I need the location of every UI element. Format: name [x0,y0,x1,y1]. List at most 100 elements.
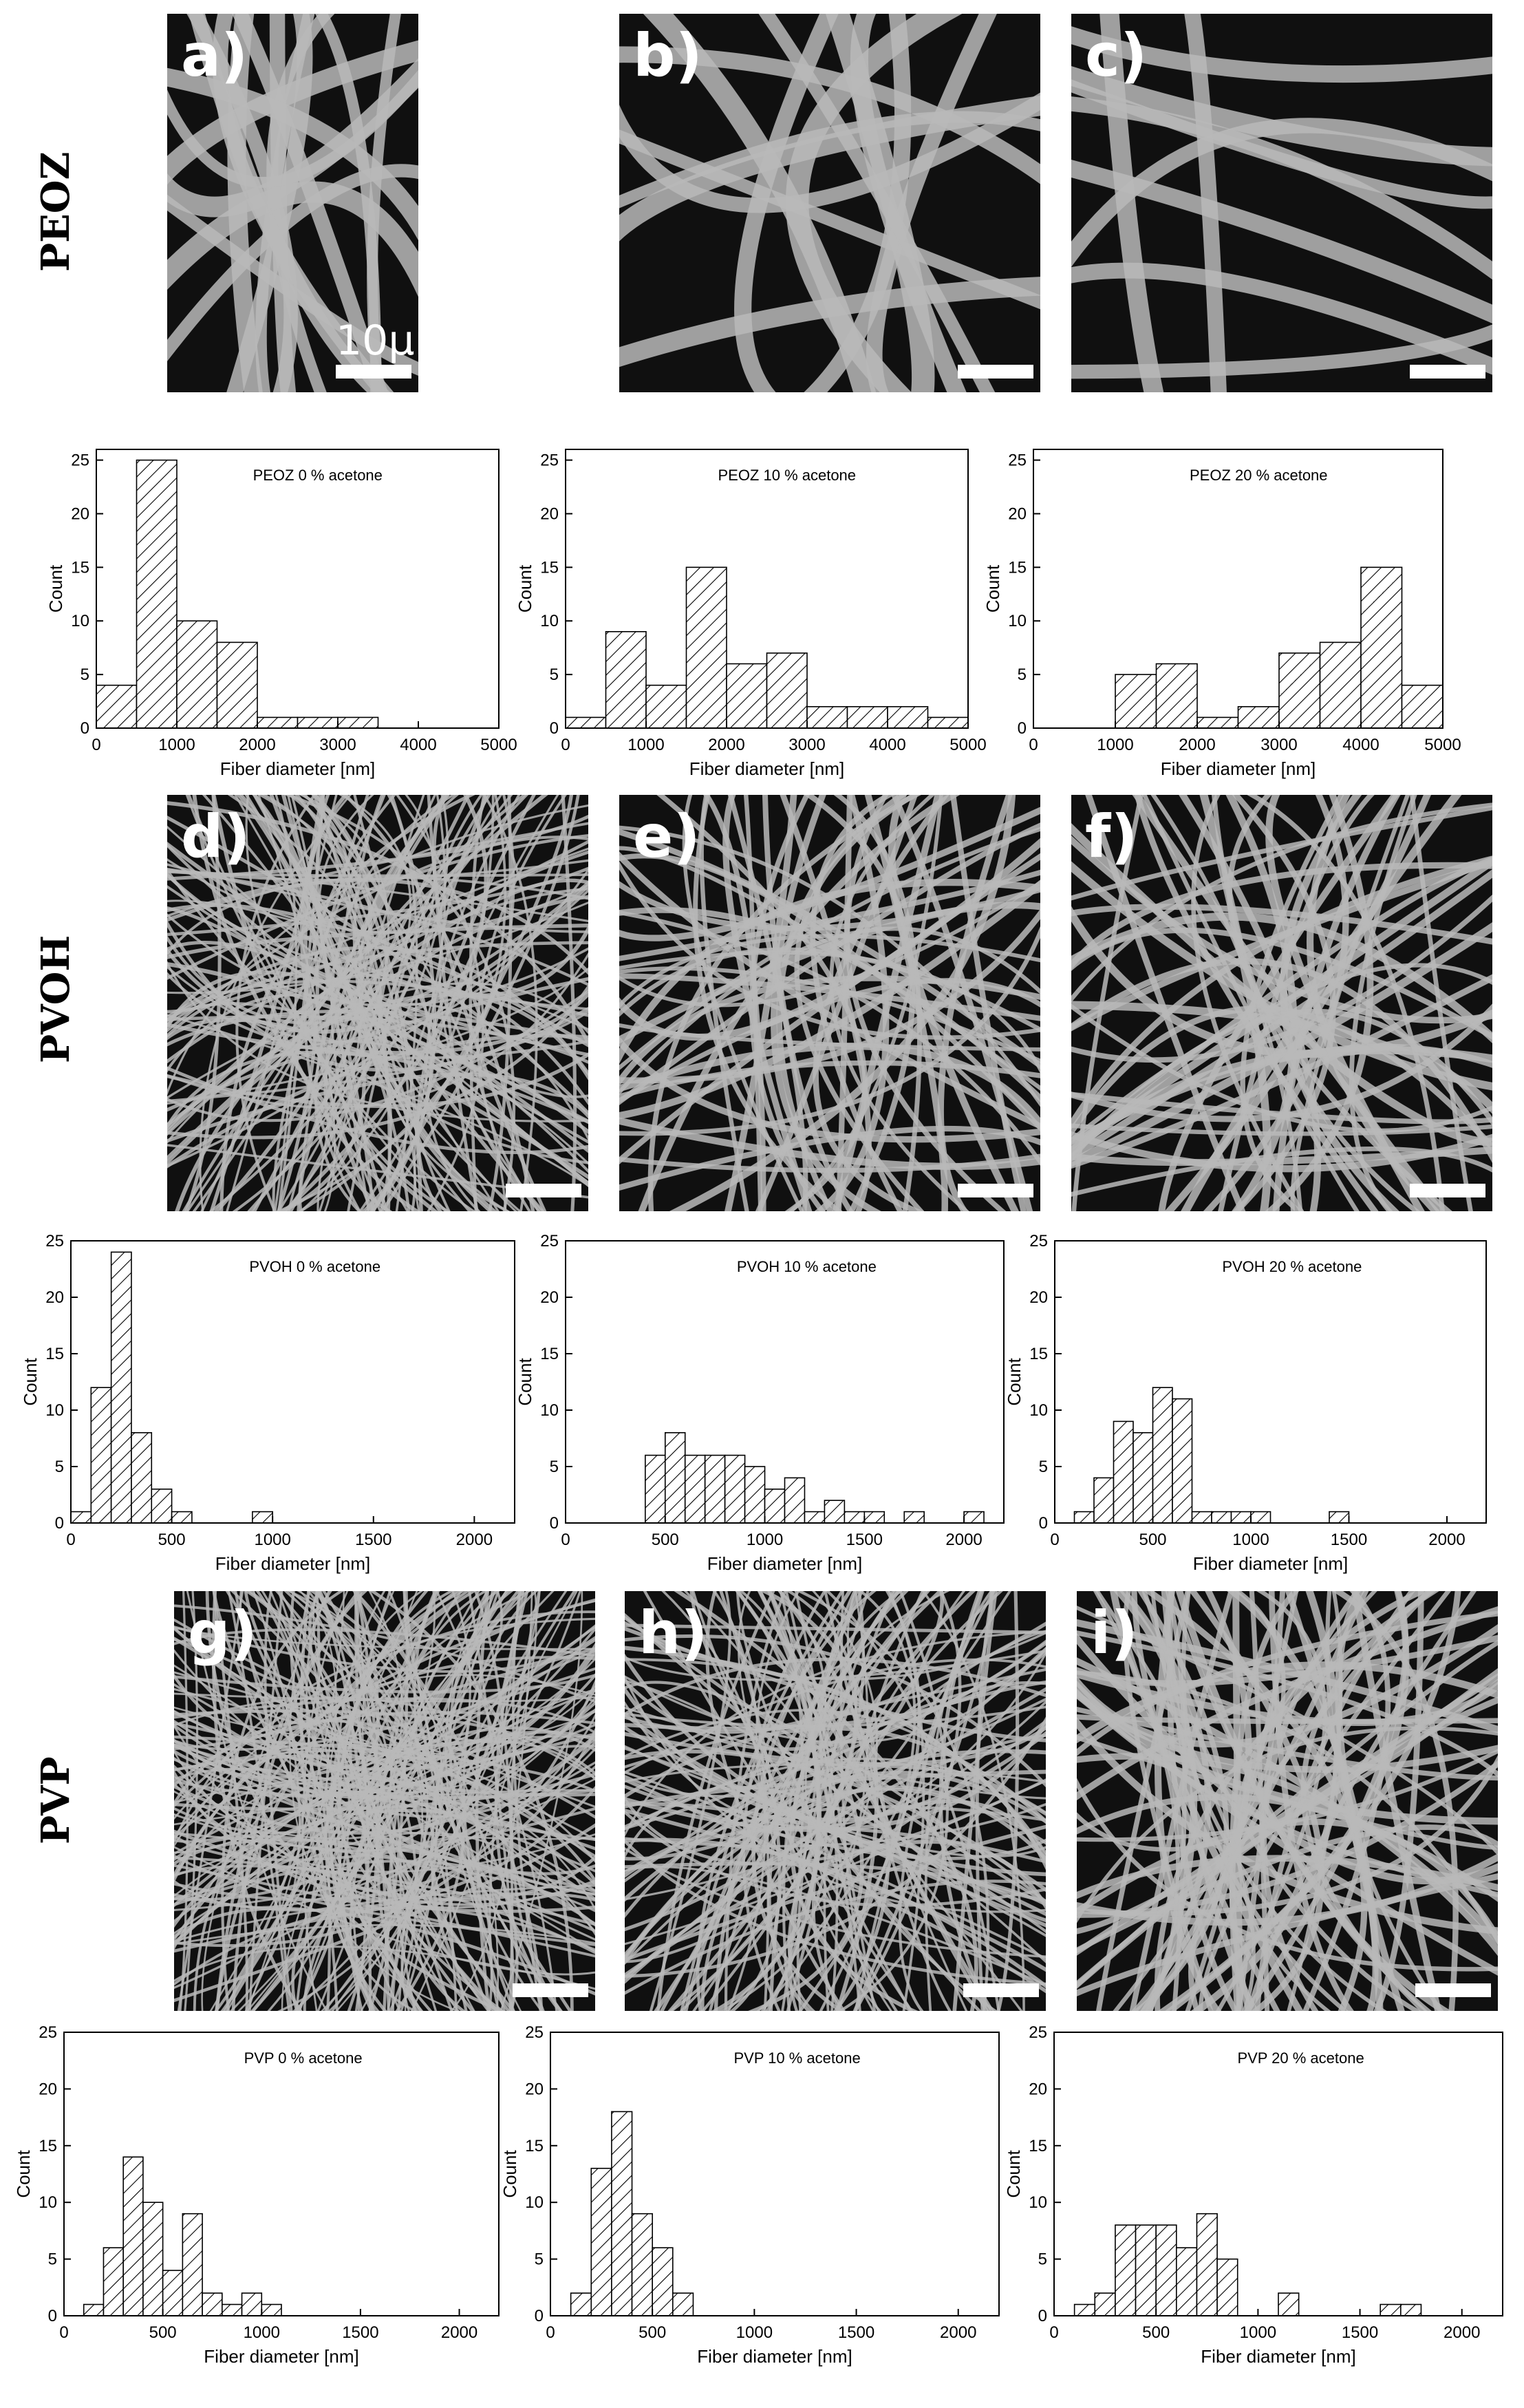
sem-fiber [1409,795,1473,1211]
sem-fiber [167,70,418,188]
sem-fiber [174,1674,595,1848]
sem-fiber [261,795,363,1211]
histogram-bar [1115,2224,1137,2316]
histogram-bar [726,663,768,729]
histogram-bar [96,684,138,729]
y-tick-label: 10 [1008,612,1027,630]
sem-fiber [625,1634,1046,1788]
plot-frame [1053,2032,1503,2316]
panel-letter: b) [633,21,702,90]
y-tick-label: 20 [540,504,559,523]
y-tick-label: 10 [1029,2193,1047,2212]
sem-fiber [174,1679,595,1948]
sem-fiber [167,901,588,994]
histogram: 0 5 10 15 20 25 0 500 1000 1500 2000 Fiber diameter… [1004,1232,1487,1574]
histogram-bar [645,684,687,729]
y-tick-label: 5 [550,665,559,684]
sem-fiber [395,795,484,1211]
sem-fiber [832,795,942,1211]
sem-fiber [1071,262,1492,375]
sem-fiber [1077,1632,1498,1885]
x-tick-label: 4000 [1342,736,1379,754]
y-axis-title: Count [515,564,535,612]
histogram-bar [887,706,929,729]
plot-frame [550,2032,1000,2316]
sem-panel: h) [625,1591,1046,2011]
sem-fiber [804,14,912,392]
chart-title: PEOZ 10 % acetone [718,467,856,484]
sem-fiber [996,1591,1020,2011]
histogram-bar [1155,663,1198,729]
y-axis-title: Count [500,2150,520,2198]
histogram-bar [724,1454,746,1524]
y-tick-label: 20 [71,504,89,523]
sem-fiber [167,961,588,1125]
sem-fiber [1077,1606,1498,1856]
panel-letter: e) [633,802,700,871]
y-tick-label: 15 [45,1345,64,1363]
sem-fiber [368,1591,409,2011]
sem-fiber [619,902,1040,1044]
y-tick-label: 25 [1008,451,1027,470]
sem-fiber [712,1591,770,2011]
x-tick-label: 0 [66,1531,75,1549]
panel-letter: i) [1091,1599,1138,1668]
sem-fiber [252,795,319,1211]
sem-fiber [250,1591,489,2011]
sem-fiber [174,1747,595,1933]
sem-fiber [290,1591,505,2011]
histogram-bar [1400,2303,1422,2316]
sem-fiber [700,1591,858,2011]
x-tick-label: 0 [1049,2323,1058,2342]
y-tick-label: 20 [1008,504,1027,523]
histogram: 0 5 10 15 20 25 0 500 1000 1500 2000 Fiber diameter… [13,2023,500,2367]
sem-fiber [286,1591,438,2011]
sem-fiber [1077,1760,1498,1918]
histogram-bar [122,2156,144,2316]
histogram-bar [1073,1511,1095,1524]
sem-fiber [1095,1591,1191,2011]
x-tick-label: 1500 [1331,1531,1367,1549]
sem-fiber [1071,802,1492,1003]
scale-bar [958,1184,1033,1197]
sem-fiber [1331,1591,1459,2011]
x-tick-label: 0 [561,736,570,754]
y-tick-label: 15 [1029,2137,1047,2155]
chart-title: PVOH 10 % acetone [737,1258,877,1275]
sem-fiber [167,941,588,1153]
sem-fiber [167,825,588,1188]
histogram-bar [252,1511,273,1524]
y-tick-label: 20 [540,1288,559,1307]
sem-panel: g) [174,1591,595,2011]
x-tick-label: 1500 [342,2323,378,2342]
x-axis-title: Fiber diameter [nm] [220,758,375,779]
sem-fiber [299,1591,387,2011]
y-tick-label: 10 [39,2193,57,2212]
row-label-pvoh: PVOH [33,935,78,1063]
plot-frame [565,449,969,729]
sem-fiber [312,1591,475,2011]
sem-fiber [201,1591,330,2011]
sem-fiber [680,1591,877,2011]
sem-fiber [488,795,513,1211]
sem-fiber [174,1638,595,1858]
sem-fiber [174,1706,595,1747]
x-tick-label: 500 [158,1531,186,1549]
x-axis-title: Fiber diameter [nm] [215,1553,370,1574]
histogram-bar [1237,706,1280,729]
x-tick-label: 0 [92,736,100,754]
sem-fiber [174,1649,595,1942]
histogram: 0 5 10 15 20 25 0 500 1000 1500 2000 Fiber diameter… [515,1232,1005,1574]
sem-fiber [416,795,536,1211]
x-tick-label: 2000 [1179,736,1215,754]
sem-fiber [787,1591,966,2011]
sem-fiber [397,1591,500,2011]
sem-fiber [167,880,588,1025]
sem-fiber [215,1591,368,2011]
sem-fiber [167,181,418,297]
y-tick-label: 25 [71,451,89,470]
sem-fiber [1071,66,1492,167]
sem-fiber [625,1648,1046,1731]
sem-fiber [1071,869,1492,1162]
scale-bar [1410,1184,1485,1197]
